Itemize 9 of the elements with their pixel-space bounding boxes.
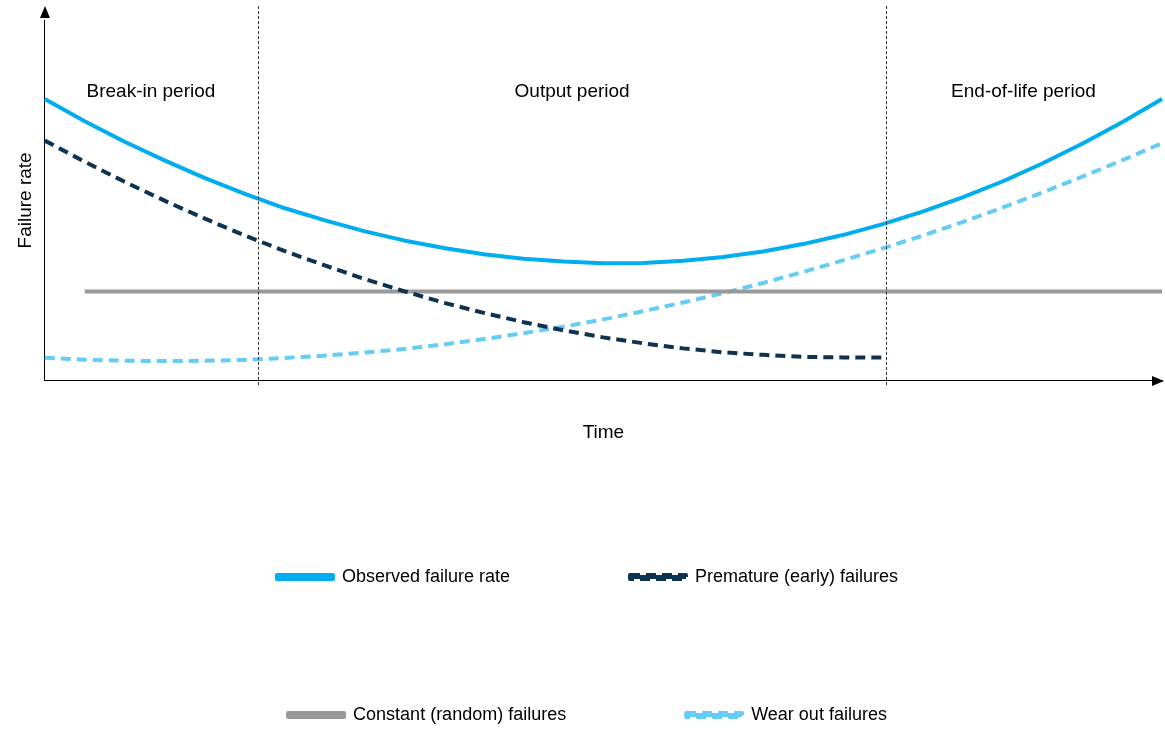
annotation: End-of-life period xyxy=(951,80,1096,102)
legend-label: Constant (random) failures xyxy=(353,703,567,724)
legend-label: Observed failure rate xyxy=(341,565,511,586)
legend-label: Wear out failures xyxy=(751,703,887,724)
x-axis-title: Time xyxy=(582,420,625,442)
legend-label: Premature (early) failures xyxy=(695,565,899,586)
annotation: Output period xyxy=(514,80,630,102)
annotation: Break-in period xyxy=(86,80,216,102)
y-axis-title: Failure rate xyxy=(13,152,35,249)
